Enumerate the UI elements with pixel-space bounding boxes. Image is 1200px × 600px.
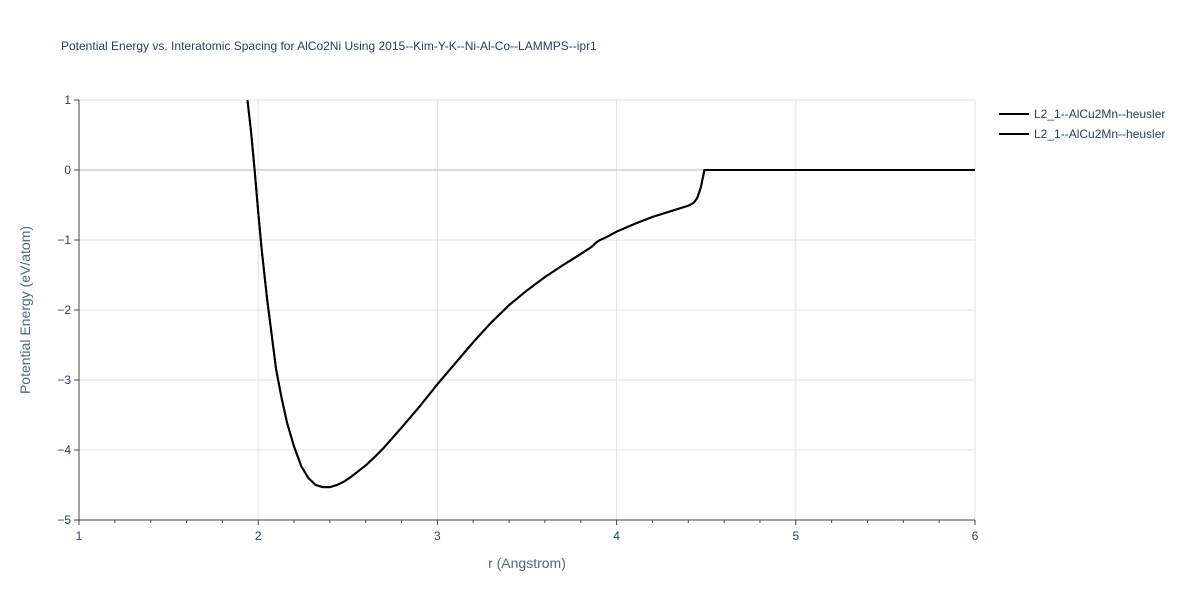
axes-layer: 1 2 3 4 5 6 1 0 −1 −2 −3 −4 −5 <box>57 93 978 543</box>
x-tick-label: 3 <box>434 529 441 543</box>
series-line-2 <box>246 100 975 489</box>
series-line-1 <box>246 100 975 489</box>
x-tick-label: 4 <box>613 529 620 543</box>
series-layer <box>246 100 975 489</box>
y-tick-label: 1 <box>64 93 71 107</box>
legend-label: L2_1--AlCu2Mn--heusler <box>1034 107 1165 121</box>
x-axis-label: r (Angstrom) <box>488 555 566 571</box>
y-tick-label: −5 <box>57 513 71 527</box>
y-tick-label: −4 <box>57 443 71 457</box>
x-tick-label: 2 <box>255 529 262 543</box>
grid-layer <box>79 99 976 520</box>
y-tick-label: −3 <box>57 373 71 387</box>
legend-label: L2_1--AlCu2Mn--heusler <box>1034 127 1165 141</box>
y-tick-label: −1 <box>57 233 71 247</box>
x-tick-label: 5 <box>792 529 799 543</box>
legend[interactable]: L2_1--AlCu2Mn--heusler L2_1--AlCu2Mn--heu… <box>999 107 1165 141</box>
x-tick-label: 6 <box>972 529 979 543</box>
x-tick-label: 1 <box>76 529 83 543</box>
y-axis-label: Potential Energy (eV/atom) <box>17 226 33 394</box>
legend-item[interactable]: L2_1--AlCu2Mn--heusler <box>999 127 1165 141</box>
chart-title: Potential Energy vs. Interatomic Spacing… <box>61 39 597 53</box>
y-tick-label: −2 <box>57 303 71 317</box>
y-tick-label: 0 <box>64 163 71 177</box>
legend-item[interactable]: L2_1--AlCu2Mn--heusler <box>999 107 1165 121</box>
